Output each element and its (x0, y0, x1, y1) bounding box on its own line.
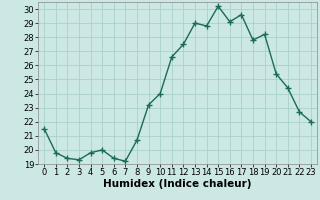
X-axis label: Humidex (Indice chaleur): Humidex (Indice chaleur) (103, 179, 252, 189)
